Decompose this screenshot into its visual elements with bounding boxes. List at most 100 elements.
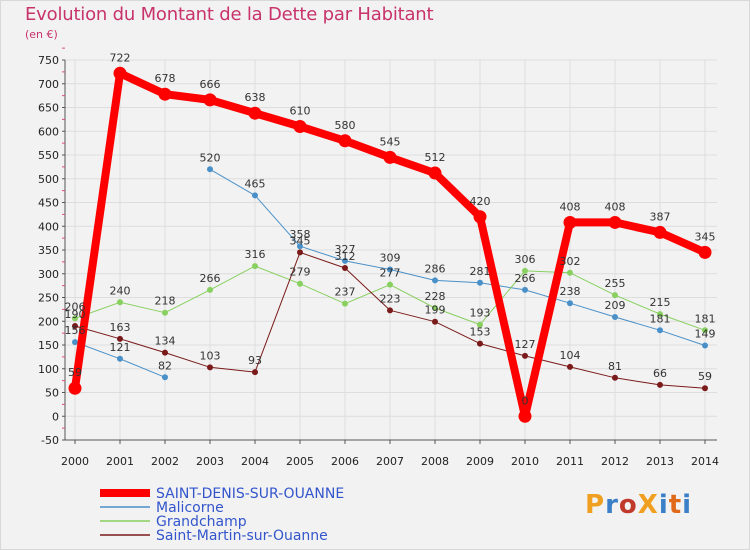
data-label: 277 xyxy=(380,267,401,280)
x-tick-label: 2006 xyxy=(331,455,359,468)
data-label: 209 xyxy=(605,299,626,312)
series-point xyxy=(252,263,258,270)
data-label: 193 xyxy=(470,307,491,320)
series-point xyxy=(342,300,348,307)
series-point xyxy=(297,243,303,250)
series-point xyxy=(702,385,708,392)
series-point xyxy=(117,355,123,362)
data-label: 345 xyxy=(695,230,716,243)
series-point xyxy=(653,225,667,239)
logo-letter: r xyxy=(605,490,619,520)
series-point xyxy=(702,327,708,334)
data-label: 266 xyxy=(200,272,221,285)
series-point xyxy=(698,245,712,259)
data-label: 181 xyxy=(650,312,671,325)
data-label: 722 xyxy=(110,51,131,64)
data-label: 59 xyxy=(68,366,82,379)
series-point xyxy=(72,315,78,322)
data-label: 104 xyxy=(560,349,581,362)
series-point xyxy=(117,299,123,306)
data-label: 190 xyxy=(65,308,86,321)
series-point xyxy=(252,369,258,376)
chart-unit: (en €) xyxy=(25,28,58,41)
data-label: 306 xyxy=(515,253,536,266)
series-point xyxy=(162,309,168,316)
x-tick-label: 2011 xyxy=(556,455,584,468)
data-label: 358 xyxy=(290,228,311,241)
chart-title: Evolution du Montant de la Dette par Hab… xyxy=(25,4,434,25)
data-label: 149 xyxy=(695,327,716,340)
data-label: 93 xyxy=(248,354,262,367)
y-tick-label: 400 xyxy=(38,220,59,233)
logo-letter: i xyxy=(658,490,669,520)
series-point xyxy=(113,66,127,80)
y-tick-label: 500 xyxy=(38,173,59,186)
data-label: 520 xyxy=(200,151,221,164)
series-point xyxy=(657,311,663,318)
data-label: 678 xyxy=(155,72,176,85)
x-tick-label: 2014 xyxy=(691,455,719,468)
data-label: 512 xyxy=(425,151,446,164)
series-point xyxy=(387,266,393,273)
y-tick-label: 100 xyxy=(38,363,59,376)
data-label: 312 xyxy=(335,250,356,263)
series-point xyxy=(567,363,573,370)
x-tick-label: 2012 xyxy=(601,455,629,468)
series-point xyxy=(342,265,348,272)
series-point xyxy=(567,300,573,307)
y-tick-label: 750 xyxy=(38,54,59,67)
data-label: 327 xyxy=(335,243,356,256)
series-point xyxy=(207,364,213,371)
series-point xyxy=(207,166,213,173)
logo-letter: X xyxy=(637,490,659,520)
proxiti-logo: ProXiti xyxy=(585,490,692,520)
data-label: 103 xyxy=(200,349,221,362)
y-tick-label: 600 xyxy=(38,125,59,138)
series-point xyxy=(72,339,78,346)
data-label: 206 xyxy=(65,300,86,313)
series-line xyxy=(209,168,706,346)
series-point xyxy=(702,342,708,349)
data-label: 82 xyxy=(158,359,172,372)
data-label: 153 xyxy=(470,326,491,339)
data-label: 420 xyxy=(470,195,491,208)
series-point xyxy=(563,215,577,229)
data-label: 286 xyxy=(425,262,446,275)
legend-label: SAINT-DENIS-SUR-OUANNE xyxy=(156,486,344,502)
series-point xyxy=(657,381,663,388)
y-tick-label: -50 xyxy=(41,434,59,447)
series-point xyxy=(203,93,217,107)
series-point xyxy=(207,286,213,293)
data-label: 199 xyxy=(425,304,446,317)
series-point xyxy=(477,340,483,347)
x-tick-label: 2002 xyxy=(151,455,179,468)
series-point xyxy=(522,286,528,293)
data-label: 181 xyxy=(695,312,716,325)
data-label: 218 xyxy=(155,295,176,308)
x-tick-label: 2000 xyxy=(61,455,89,468)
y-tick-label: 650 xyxy=(38,102,59,115)
data-label: 408 xyxy=(560,200,581,213)
data-label: 81 xyxy=(608,360,622,373)
logo-letter: o xyxy=(618,490,638,520)
series-point xyxy=(72,323,78,329)
logo-letter: P xyxy=(585,490,606,520)
data-label: 666 xyxy=(200,78,221,91)
series-point xyxy=(612,374,618,381)
data-label: 59 xyxy=(698,370,712,383)
series-point xyxy=(297,249,303,256)
data-label: 638 xyxy=(245,91,266,104)
legend-label: Malicorne xyxy=(156,500,224,516)
legend-label: Saint-Martin-sur-Ouanne xyxy=(156,528,328,544)
series-point xyxy=(477,321,483,328)
data-label: 266 xyxy=(515,272,536,285)
series-point xyxy=(473,210,487,224)
series-point xyxy=(342,257,348,264)
data-label: 281 xyxy=(470,265,491,278)
data-label: 237 xyxy=(335,286,356,299)
data-label: 408 xyxy=(605,200,626,213)
series-point xyxy=(383,150,397,164)
series-point xyxy=(612,313,618,320)
data-label: 465 xyxy=(245,177,266,190)
